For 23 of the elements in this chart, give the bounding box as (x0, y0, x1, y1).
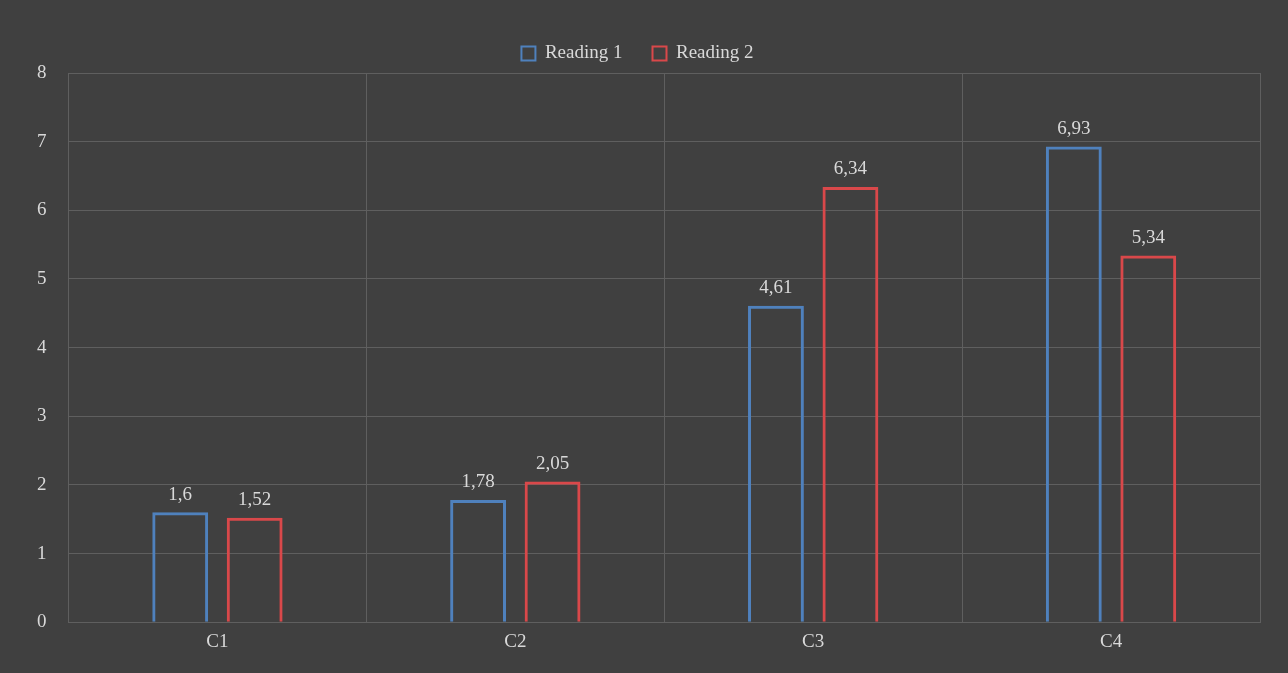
y-tick-label: 6 (37, 198, 47, 220)
x-tick-label: C1 (206, 629, 229, 651)
y-tick-label: 5 (37, 266, 47, 288)
x-tick-label: C4 (1099, 629, 1123, 651)
y-tick-label: 0 (37, 610, 47, 632)
y-tick-label: 8 (37, 60, 47, 82)
x-tick-label: C3 (802, 629, 825, 651)
data-label: 1,52 (238, 488, 272, 510)
x-tick-label: C2 (504, 629, 527, 651)
y-tick-label: 2 (37, 472, 47, 494)
data-label: 6,93 (1057, 116, 1091, 138)
data-label: 6,34 (833, 157, 868, 179)
data-label: 1,6 (168, 482, 193, 504)
legend-label: Reading 1 (544, 41, 623, 63)
y-tick-label: 4 (37, 335, 47, 357)
y-tick-label: 3 (37, 404, 47, 426)
data-label: 1,78 (461, 470, 495, 492)
data-label: 5,34 (1131, 226, 1166, 248)
data-label: 2,05 (535, 451, 570, 473)
data-label: 4,61 (759, 276, 793, 298)
y-tick-label: 7 (37, 129, 47, 151)
legend-label: Reading 2 (676, 41, 754, 63)
y-tick-label: 1 (37, 541, 47, 563)
